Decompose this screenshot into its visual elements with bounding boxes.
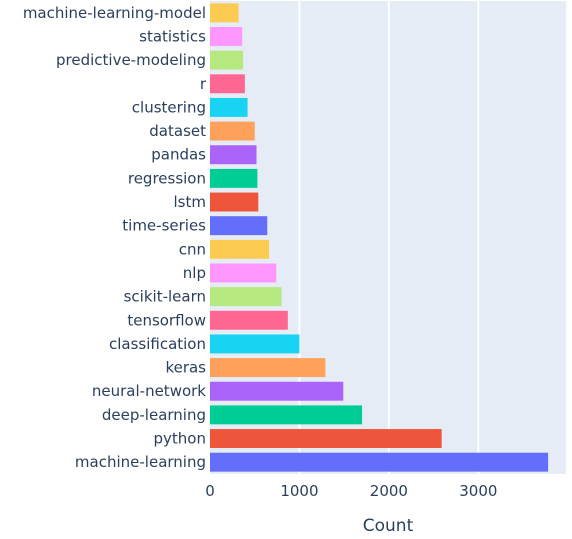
bars bbox=[210, 3, 549, 472]
y-tick-label: machine-learning bbox=[75, 453, 206, 471]
bar-deep-learning bbox=[210, 405, 363, 425]
bar-clustering bbox=[210, 97, 248, 117]
y-tick-label: scikit-learn bbox=[124, 288, 206, 306]
x-tick-label: 2000 bbox=[370, 482, 408, 500]
bar-tensorflow bbox=[210, 310, 288, 330]
x-axis-tick-labels: 0 1000 2000 3000 bbox=[205, 482, 497, 500]
bar-regression bbox=[210, 168, 258, 188]
x-axis-title: Count bbox=[363, 516, 414, 536]
y-tick-label: deep-learning bbox=[102, 406, 206, 424]
x-tick-label: 3000 bbox=[459, 482, 497, 500]
bar-nlp bbox=[210, 263, 277, 283]
bar-keras bbox=[210, 358, 326, 378]
bar-python bbox=[210, 429, 442, 448]
y-axis-tick-labels: machine-learning python deep-learning neura… bbox=[23, 4, 207, 471]
y-tick-label: classification bbox=[109, 335, 206, 353]
bar-cnn bbox=[210, 239, 270, 259]
bar-time-series bbox=[210, 216, 268, 236]
y-tick-label: tensorflow bbox=[127, 311, 206, 329]
y-tick-label: machine-learning-model bbox=[23, 4, 206, 22]
y-tick-label: time-series bbox=[122, 217, 206, 235]
bar-scikit-learn bbox=[210, 287, 282, 307]
y-tick-label: regression bbox=[128, 169, 206, 187]
y-tick-label: lstm bbox=[174, 193, 206, 211]
bar-lstm bbox=[210, 192, 259, 212]
y-tick-label: keras bbox=[165, 359, 206, 377]
y-tick-label: statistics bbox=[139, 27, 206, 45]
bar-dataset bbox=[210, 121, 255, 141]
y-tick-label: nlp bbox=[183, 264, 206, 282]
y-tick-label: r bbox=[200, 75, 207, 93]
x-tick-label: 0 bbox=[205, 482, 215, 500]
bar-r bbox=[210, 74, 245, 94]
y-tick-label: cnn bbox=[179, 240, 206, 258]
y-tick-label: pandas bbox=[151, 146, 206, 164]
bar-statistics bbox=[210, 27, 243, 46]
y-tick-label: clustering bbox=[132, 98, 206, 116]
bar-machine-learning-model bbox=[210, 3, 239, 23]
bar-pandas bbox=[210, 145, 257, 165]
bar-neural-network bbox=[210, 381, 344, 401]
bar-machine-learning bbox=[210, 452, 549, 472]
y-tick-label: dataset bbox=[149, 122, 206, 140]
x-tick-label: 1000 bbox=[280, 482, 318, 500]
y-tick-label: predictive-modeling bbox=[56, 51, 206, 69]
bar-predictive-modeling bbox=[210, 50, 244, 70]
y-tick-label: neural-network bbox=[92, 382, 206, 400]
y-tick-label: python bbox=[154, 430, 206, 448]
bar-classification bbox=[210, 334, 300, 354]
